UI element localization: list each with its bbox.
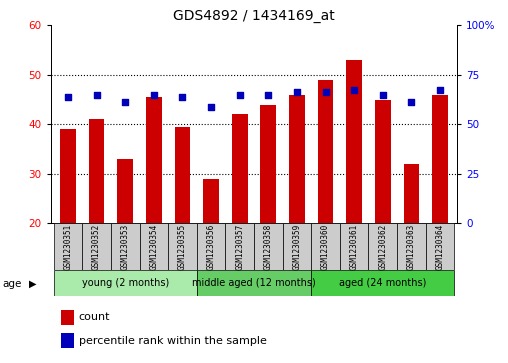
Point (322, 89, 330, 95)
Text: GDS4892 / 1434169_at: GDS4892 / 1434169_at (173, 9, 335, 23)
Bar (54, 223, 82, 270)
Text: GSM1230359: GSM1230359 (293, 224, 301, 270)
Bar (426, 223, 454, 270)
Bar (318, 80, 333, 223)
Bar (311, 270, 454, 296)
Bar (60, 129, 76, 223)
Text: GSM1230353: GSM1230353 (121, 224, 130, 270)
Text: middle aged (12 months): middle aged (12 months) (192, 278, 316, 288)
Bar (282, 223, 311, 270)
Text: GSM1230363: GSM1230363 (407, 224, 416, 270)
Bar (432, 95, 448, 223)
Text: GSM1230352: GSM1230352 (92, 224, 101, 270)
Bar (254, 223, 282, 270)
Bar (168, 223, 197, 270)
Text: GSM1230358: GSM1230358 (264, 224, 273, 270)
Text: aged (24 months): aged (24 months) (339, 278, 427, 288)
Point (92, 92, 101, 98)
Bar (82, 223, 111, 270)
Point (436, 87, 444, 93)
Text: GSM1230361: GSM1230361 (350, 224, 359, 270)
Point (150, 92, 158, 98)
Text: GSM1230364: GSM1230364 (435, 224, 444, 270)
Bar (111, 223, 140, 270)
Text: young (2 months): young (2 months) (82, 278, 169, 288)
Point (350, 87, 358, 93)
Bar (54, 270, 197, 296)
Bar (117, 159, 133, 223)
Text: GSM1230355: GSM1230355 (178, 224, 187, 270)
Text: GSM1230360: GSM1230360 (321, 224, 330, 270)
Text: percentile rank within the sample: percentile rank within the sample (79, 336, 267, 346)
Bar (397, 223, 426, 270)
Bar (203, 179, 219, 223)
Point (293, 89, 301, 95)
Point (379, 92, 387, 98)
Bar (226, 223, 254, 270)
Text: GSM1230356: GSM1230356 (207, 224, 215, 270)
Bar (261, 105, 276, 223)
Bar (368, 223, 397, 270)
Point (207, 104, 215, 110)
Point (407, 99, 416, 105)
Bar (403, 164, 419, 223)
Bar (175, 127, 190, 223)
Bar (289, 95, 305, 223)
Point (178, 94, 186, 100)
Text: GSM1230362: GSM1230362 (378, 224, 387, 270)
Text: ▶: ▶ (29, 279, 37, 289)
Bar (197, 270, 311, 296)
Bar (89, 119, 105, 223)
Bar (311, 223, 340, 270)
Point (264, 92, 272, 98)
Bar (375, 99, 391, 223)
Text: GSM1230354: GSM1230354 (149, 224, 158, 270)
Bar (340, 223, 368, 270)
Bar (232, 114, 247, 223)
Text: GSM1230351: GSM1230351 (64, 224, 73, 270)
Bar (346, 60, 362, 223)
Point (121, 99, 129, 105)
Bar (146, 97, 162, 223)
Text: GSM1230357: GSM1230357 (235, 224, 244, 270)
Point (236, 92, 244, 98)
Text: count: count (79, 312, 110, 322)
Bar (140, 223, 168, 270)
Bar (197, 223, 226, 270)
Point (64, 94, 72, 100)
Text: age: age (3, 279, 22, 289)
